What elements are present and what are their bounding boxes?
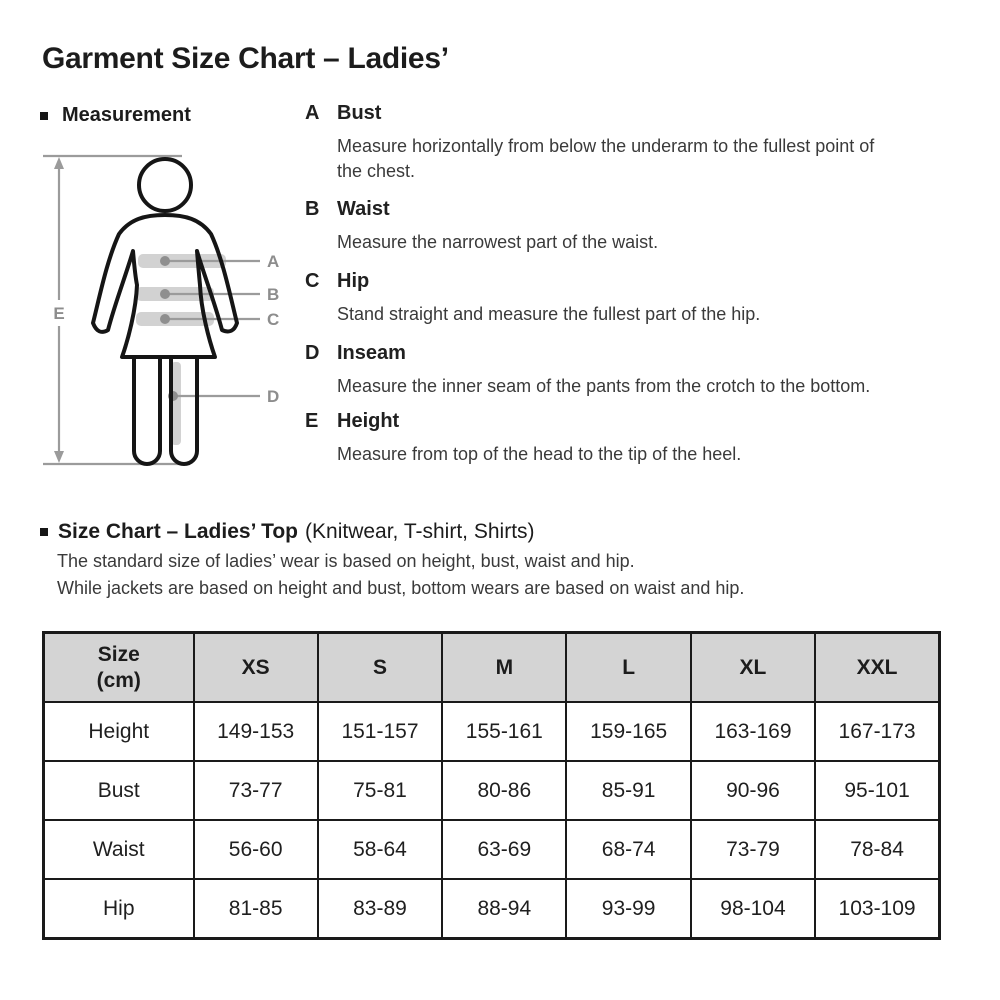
definition-letter: D xyxy=(305,342,320,364)
square-bullet-icon xyxy=(40,528,48,536)
definition-term: Bust xyxy=(337,102,382,124)
measurement-figure-svg: A B C D E xyxy=(43,154,279,466)
definition-letter: C xyxy=(305,270,320,292)
marker-dots xyxy=(160,256,178,401)
figure-left-leg xyxy=(132,355,162,466)
table-cell: 155-161 xyxy=(441,701,568,762)
table-row-waist: Waist 56-60 58-64 63-69 68-74 73-79 78-8… xyxy=(42,819,941,880)
label-c: C xyxy=(267,310,279,329)
size-colhead-line2: (cm) xyxy=(96,668,141,692)
table-cell: 149-153 xyxy=(192,701,319,762)
definition-description: Measure from top of the head to the tip … xyxy=(337,444,742,464)
table-cell: 159-165 xyxy=(565,701,692,762)
label-d: D xyxy=(267,387,279,406)
definition-hip: C Hip Stand straight and measure the full… xyxy=(305,270,975,327)
row-label: Height xyxy=(42,701,195,762)
size-chart-description-line1: The standard size of ladies’ wear is bas… xyxy=(57,551,635,571)
table-cell: 81-85 xyxy=(192,878,319,940)
row-label: Waist xyxy=(42,819,195,880)
table-cell: 151-157 xyxy=(316,701,444,762)
label-a: A xyxy=(267,252,279,271)
definition-description: Measure the inner seam of the pants from… xyxy=(337,376,871,396)
figure-outlines xyxy=(91,157,239,466)
table-cell: 73-77 xyxy=(192,760,319,821)
definition-term: Hip xyxy=(337,270,370,292)
table-cell: 68-74 xyxy=(565,819,692,880)
table-cell: 85-91 xyxy=(565,760,692,821)
size-chart-description-line2: While jackets are based on height and bu… xyxy=(57,578,745,598)
definition-letter: B xyxy=(305,198,320,220)
table-cell: 63-69 xyxy=(441,819,568,880)
label-e: E xyxy=(53,304,64,323)
col-header-xxl: XXL xyxy=(814,631,941,703)
definition-inseam: D Inseam Measure the inner seam of the pa… xyxy=(305,342,975,399)
table-row-hip: Hip 81-85 83-89 88-94 93-99 98-104 103-1… xyxy=(42,878,941,940)
size-chart-section-heading: Size Chart – Ladies’ Top (Knitwear, T-sh… xyxy=(40,520,535,544)
definition-description: Measure horizontally from below the unde… xyxy=(337,136,875,181)
col-header-m: M xyxy=(441,631,568,703)
table-cell: 73-79 xyxy=(689,819,817,880)
definition-term: Inseam xyxy=(337,342,406,364)
definition-description: Measure the narrowest part of the waist. xyxy=(337,232,659,252)
definition-bust: A Bust Measure horizontally from below th… xyxy=(305,102,975,184)
label-b: B xyxy=(267,285,279,304)
definition-description: Stand straight and measure the fullest p… xyxy=(337,304,761,324)
table-cell: 78-84 xyxy=(814,819,941,880)
size-colhead-line1: Size xyxy=(97,642,140,666)
table-cell: 75-81 xyxy=(316,760,444,821)
figure-right-leg xyxy=(169,355,199,466)
table-cell: 95-101 xyxy=(814,760,941,821)
table-cell: 93-99 xyxy=(565,878,692,940)
col-header-s: S xyxy=(316,631,444,703)
definition-height: E Height Measure from top of the head to … xyxy=(305,410,975,467)
row-label: Bust xyxy=(42,760,195,821)
inseam-band xyxy=(171,362,181,445)
figure-head xyxy=(137,157,193,213)
col-header-xs: XS xyxy=(192,631,319,703)
table-cell: 56-60 xyxy=(192,819,319,880)
figure-body xyxy=(91,213,239,359)
arrowheads xyxy=(54,157,64,463)
col-header-size-cm: Size (cm) xyxy=(42,631,195,703)
size-chart-table: Size (cm) XS S M L XL XXL Height 149-153… xyxy=(42,631,941,940)
col-header-l: L xyxy=(565,631,692,703)
square-bullet-icon xyxy=(40,111,48,120)
size-chart-heading-suffix: (Knitwear, T-shirt, Shirts) xyxy=(305,520,535,543)
definition-letter: E xyxy=(305,410,319,432)
measurement-figure: A B C D E xyxy=(30,135,300,480)
col-header-xl: XL xyxy=(689,631,817,703)
table-cell: 58-64 xyxy=(316,819,444,880)
table-cell: 98-104 xyxy=(689,878,817,940)
row-label: Hip xyxy=(42,878,195,940)
table-cell: 80-86 xyxy=(441,760,568,821)
table-row-height: Height 149-153 151-157 155-161 159-165 1… xyxy=(42,701,941,762)
measurement-heading-label: Measurement xyxy=(62,104,191,126)
table-header-row: Size (cm) XS S M L XL XXL xyxy=(42,631,941,703)
table-cell: 90-96 xyxy=(689,760,817,821)
table-row-bust: Bust 73-77 75-81 80-86 85-91 90-96 95-10… xyxy=(42,760,941,821)
marker-labels: A B C D E xyxy=(53,252,279,406)
definition-term: Height xyxy=(337,410,400,432)
height-measure-arrow xyxy=(43,154,190,466)
definition-waist: B Waist Measure the narrowest part of the… xyxy=(305,198,975,255)
definition-term: Waist xyxy=(337,198,390,220)
definition-letter: A xyxy=(305,102,320,124)
table-cell: 88-94 xyxy=(441,878,568,940)
page-title: Garment Size Chart – Ladies’ xyxy=(42,42,449,75)
table-cell: 83-89 xyxy=(316,878,444,940)
table-cell: 167-173 xyxy=(814,701,941,762)
size-chart-heading-label: Size Chart – Ladies’ Top xyxy=(58,520,299,543)
table-cell: 163-169 xyxy=(689,701,817,762)
measurement-section-heading: Measurement xyxy=(40,104,191,127)
table-cell: 103-109 xyxy=(814,878,941,940)
